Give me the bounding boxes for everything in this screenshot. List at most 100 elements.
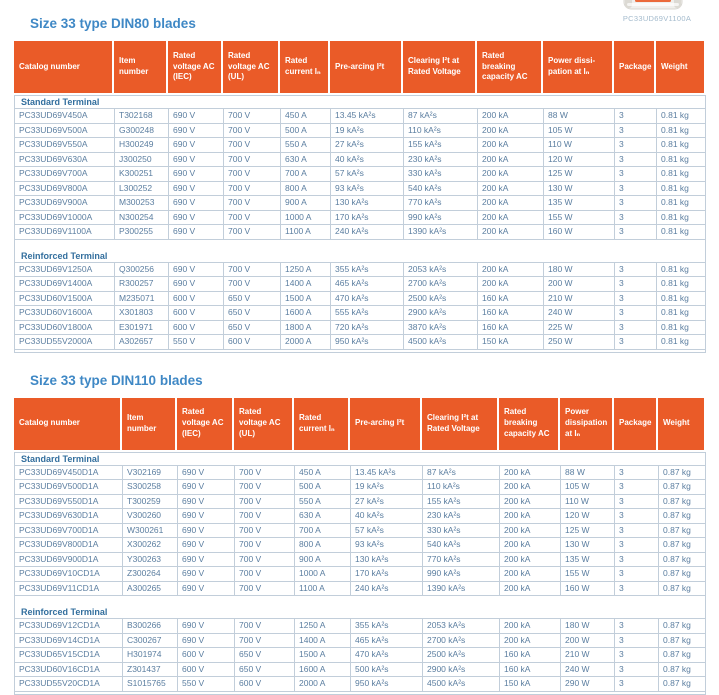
table-header-row: Catalog number Item number Rated voltage A… xyxy=(14,397,704,450)
table-cell: T302168 xyxy=(115,109,169,123)
column-header: Rated current Iₙ xyxy=(280,41,328,93)
table-cell: 160 kA xyxy=(478,291,544,305)
column-header: Item number xyxy=(114,41,166,93)
table-row: PC33UD69V14CD1A C300267 690 V 700 V 1400 A 46… xyxy=(15,633,705,648)
table-cell: 200 kA xyxy=(500,480,561,494)
table-cell: 990 kA²s xyxy=(404,210,478,224)
table-cell: 200 kA xyxy=(500,567,561,581)
table-cell: 720 kA²s xyxy=(331,320,404,334)
table-cell: PC33UD69V14CD1A xyxy=(15,633,123,647)
table-cell: 160 kA xyxy=(478,306,544,320)
table-cell: 3 xyxy=(615,509,659,523)
table-cell: PC33UD69V10CD1A xyxy=(15,567,123,581)
table-title: Size 33 type DIN110 blades xyxy=(30,372,203,388)
table-cell: 200 kA xyxy=(500,509,561,523)
table-cell: PC33UD69V630D1A xyxy=(15,509,123,523)
table-cell: Z301437 xyxy=(123,662,178,676)
table-cell: 57 kA²s xyxy=(331,167,404,181)
table-cell: PC33UD69V550D1A xyxy=(15,494,123,508)
table-cell: 0.87 kg xyxy=(663,481,691,491)
table-cell: 160 W xyxy=(544,225,615,239)
column-header: Item number xyxy=(122,397,175,450)
table-cell: 93 kA²s xyxy=(331,181,404,195)
table-cell: 3 xyxy=(615,138,657,152)
table-cell: 57 kA²s xyxy=(351,523,423,537)
table-cell: 700 V xyxy=(235,480,295,494)
table-cell: 700 V xyxy=(224,138,281,152)
table-cell: 600 V xyxy=(224,335,281,349)
table-cell: 0.87 kg xyxy=(663,495,691,506)
table-cell: 3 xyxy=(615,662,659,676)
table-cell: 3 xyxy=(615,523,659,537)
table-cell: 555 kA²s xyxy=(331,306,404,320)
table-cell: 150 kA xyxy=(500,677,561,691)
section-label: Reinforced Terminal xyxy=(15,606,705,619)
table-cell: PC33UD60V1800A xyxy=(15,320,115,334)
table-cell: 3 xyxy=(615,648,659,662)
table-cell: 230 kA²s xyxy=(404,152,478,166)
table-cell: 700 V xyxy=(235,552,295,566)
table-cell: 3 xyxy=(615,291,657,305)
table-cell: PC33UD69V450A xyxy=(15,109,115,123)
table-cell: 950 kA²s xyxy=(331,335,404,349)
table-cell: 200 kA xyxy=(478,262,544,276)
table-cell: 160 kA xyxy=(500,662,561,676)
table-cell: 105 W xyxy=(561,480,615,494)
table-cell: 450 A xyxy=(281,109,331,123)
table-cell: 0.81 kg xyxy=(661,307,689,317)
table-cell: 27 kA²s xyxy=(351,494,423,508)
table-cell: 200 kA xyxy=(478,196,544,210)
table-cell: 690 V xyxy=(178,552,235,566)
table-cell: 690 V xyxy=(169,109,224,123)
table-cell: H301974 xyxy=(123,648,178,662)
table-cell: 0.87 kg xyxy=(663,466,691,477)
table-cell: 900 A xyxy=(295,552,351,566)
table-cell: 690 V xyxy=(169,277,224,291)
table-cell: 240 W xyxy=(544,306,615,320)
column-header: Power dissi-pation at Iₙ xyxy=(543,41,612,93)
table-cell: 550 V xyxy=(178,677,235,691)
table-cell: 500 A xyxy=(281,123,331,137)
table-row: PC33UD60V1800A E301971 600 V 650 V 1800 A 720… xyxy=(15,320,705,335)
table-cell: 160 kA xyxy=(478,320,544,334)
table-cell: 0.87 kg xyxy=(663,510,691,520)
table-cell: C300267 xyxy=(123,633,178,647)
table-cell: S1015765 xyxy=(123,677,178,691)
table-cell: 170 kA²s xyxy=(331,210,404,224)
table-cell: 800 A xyxy=(295,538,351,552)
table-cell: X300262 xyxy=(123,538,178,552)
table-cell: 540 kA²s xyxy=(423,538,500,552)
table-cell: 700 V xyxy=(224,123,281,137)
table-cell: 3 xyxy=(615,619,659,633)
table-cell: 1100 A xyxy=(281,225,331,239)
table-cell: 690 V xyxy=(178,480,235,494)
table-cell: 240 kA²s xyxy=(351,581,423,595)
table-row: PC33UD69V550D1A T300259 690 V 700 V 550 A 27 … xyxy=(15,494,705,509)
table-cell: 1390 kA²s xyxy=(423,581,500,595)
table-cell: N300254 xyxy=(115,210,169,224)
table-cell: 0.81 kg xyxy=(661,321,689,332)
table-cell: 125 W xyxy=(544,167,615,181)
table-cell: Z300264 xyxy=(123,567,178,581)
table-cell: 160 kA xyxy=(500,648,561,662)
table-cell: 200 kA xyxy=(478,152,544,166)
table-cell: 150 kA xyxy=(478,335,544,349)
column-header: Rated breaking capacity AC xyxy=(477,41,541,93)
table-cell: 690 V xyxy=(178,465,235,479)
section-label: Standard Terminal xyxy=(15,453,705,466)
table-cell: 87 kA²s xyxy=(423,465,500,479)
table-cell: 700 V xyxy=(224,167,281,181)
table-cell: 250 W xyxy=(544,335,615,349)
table-cell: 355 kA²s xyxy=(331,262,404,276)
table-cell: 125 W xyxy=(561,523,615,537)
column-header: Rated current Iₙ xyxy=(294,397,348,450)
table-cell: 200 kA xyxy=(500,523,561,537)
table-cell: 0.81 kg xyxy=(661,124,689,135)
table-cell: 0.81 kg xyxy=(661,168,689,178)
section-spacer xyxy=(15,240,705,250)
table-cell: 3 xyxy=(615,196,657,210)
column-header: Catalog number xyxy=(14,397,120,450)
table-row: PC33UD69V900D1A Y300263 690 V 700 V 900 A 130… xyxy=(15,552,705,567)
column-header: Rated voltage AC (UL) xyxy=(234,397,292,450)
table-body: Standard Terminal PC33UD69V450A T302168 690… xyxy=(14,95,706,353)
